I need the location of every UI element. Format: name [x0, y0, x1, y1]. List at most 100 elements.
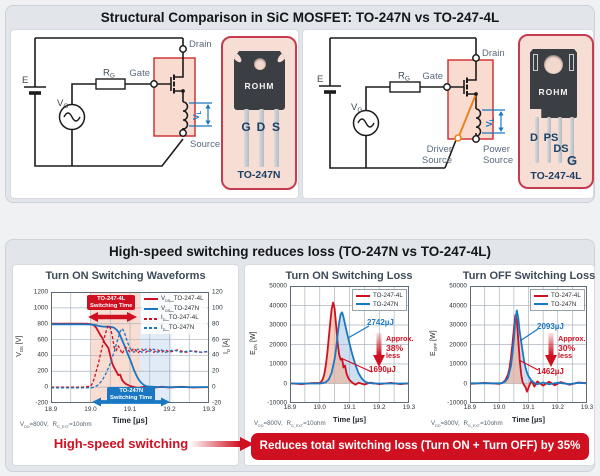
tick-label: 20000	[269, 341, 287, 348]
mount-notch-icon	[234, 51, 244, 64]
mosfet-symbol	[170, 74, 185, 94]
to247n-switching-time-badge: TO-247N Switching Time	[107, 387, 156, 403]
switching-loss-section: High-speed switching reduces loss (TO-24…	[5, 239, 595, 472]
tick-label: 19.0	[84, 406, 97, 413]
tick-label: 19.0	[313, 404, 326, 411]
tick-label: 18.9	[44, 406, 58, 413]
mosfet-symbol	[463, 77, 478, 97]
ac-source-symbol	[352, 109, 380, 137]
driver-source-label-1: Driver	[427, 144, 452, 155]
y-axis-label: EOFF [W]	[429, 330, 439, 356]
turn-off-loss-chart: Turn OFF Switching Loss EOFF [W] -10000 0…	[245, 265, 596, 465]
tick-label: 10000	[449, 360, 467, 368]
tick-label: 19.3	[580, 404, 594, 411]
pin-label-g: G	[241, 120, 251, 134]
leader-line	[518, 359, 539, 371]
top-section-title: Structural Comparison in SiC MOSFET: TO-…	[100, 10, 500, 25]
legend-item: VDS_TO-247-4L	[144, 295, 204, 304]
pin-driver-source	[558, 117, 562, 163]
tick-label: 0	[44, 383, 48, 391]
eon-to247-4l-value: 1690µJ	[369, 365, 396, 374]
rohm-logo: ROHM	[538, 87, 569, 97]
driver-source-label-2: Source	[422, 155, 452, 166]
right-arrow-icon	[192, 437, 254, 451]
tick-label: 40000	[449, 302, 467, 309]
turn-on-waveform-chart: Turn ON Switching Waveforms VDS [V] ID […	[13, 265, 238, 465]
package-body: ROHM	[530, 49, 577, 118]
chart-title: Turn OFF Switching Loss	[462, 270, 596, 282]
tick-label: 0	[212, 383, 216, 391]
chart-title: Turn ON Switching Loss	[285, 270, 413, 282]
inductor-symbol	[475, 108, 482, 137]
tick-label: 400	[37, 351, 48, 359]
package-body: ROHM	[234, 51, 285, 110]
tick-label: 19.3	[202, 406, 216, 413]
legend-item: TO-247-4L	[356, 292, 403, 299]
tick-label: 60	[212, 336, 220, 344]
mount-slot-icon	[569, 54, 574, 71]
pin-label-g: G	[566, 153, 578, 168]
x-ticks: 18.9 19.0 19.1 19.2 19.3	[464, 404, 593, 413]
turn-on-loss-chart: Turn ON Switching Loss EON [W] -10000 0 10…	[245, 265, 594, 465]
highlight-region	[447, 59, 494, 140]
tick-label: 120	[212, 288, 223, 296]
waveform-panel: Turn ON Switching Waveforms VDS [V] ID […	[12, 264, 239, 466]
legend: VDS_TO-247-4L VDS_TO-247N ID_TO-247-4L ID_T…	[141, 293, 207, 335]
pin-gate	[570, 117, 574, 163]
vl-label: VL	[191, 110, 203, 120]
mount-slot-icon	[533, 54, 538, 71]
pin-power-source	[547, 117, 551, 163]
tick-label: 50000	[449, 282, 467, 290]
eon-to247n-value: 2742µJ	[367, 318, 394, 327]
rg-label: RG	[398, 71, 410, 83]
legend-item: TO-247N	[356, 300, 399, 308]
legend-item: ID_TO-247N	[144, 324, 195, 333]
gate-label: Gate	[422, 71, 443, 82]
legend: TO-247-4L TO-247N	[530, 289, 585, 311]
tick-label: 600	[37, 336, 48, 344]
tick-label: 19.1	[343, 404, 356, 411]
x-ticks: 18.9 19.0 19.1 19.2 19.3	[45, 406, 215, 415]
power-source-label-1: Power	[483, 144, 510, 155]
approx-38-less: Approx. 38% less	[386, 334, 414, 361]
source-label: Source	[190, 139, 220, 150]
tick-label: -200	[35, 399, 48, 407]
down-arrow-icon	[545, 333, 557, 367]
tick-label: 19.1	[522, 404, 535, 411]
x-axis-label: Time [µs]	[333, 415, 366, 424]
legend-item: TO-247-4L	[534, 292, 581, 299]
pin-drain	[259, 109, 264, 167]
loss-reduction-banner: Reduces total switching loss (Turn ON + …	[251, 433, 589, 460]
x-axis-label: Time [µs]	[112, 416, 148, 425]
x-ticks: 18.9 19.0 19.1 19.2 19.3	[284, 404, 415, 413]
vl-measure	[482, 109, 505, 134]
ac-source-symbol	[58, 103, 86, 131]
to247-4l-circuit-panel: E VG RG Gate Drain Driver Source Power S…	[302, 29, 594, 199]
structural-comparison-section: Structural Comparison in SiC MOSFET: TO-…	[5, 5, 595, 203]
tick-label: 40	[212, 351, 220, 359]
driver-source-node	[454, 134, 462, 142]
pin-label-d: D	[256, 120, 266, 134]
tick-label: 19.1	[123, 406, 137, 413]
rohm-logo: ROHM	[244, 81, 275, 91]
y-ticks-right: -20 0 20 40 60 80 100 120	[212, 288, 236, 407]
pin-gate	[244, 109, 249, 167]
tick-label: -10000	[447, 399, 467, 407]
test-condition: VDD=800V, RG_EXT=10ohm	[20, 421, 92, 430]
tick-label: 20	[212, 367, 220, 375]
tick-label: 1000	[33, 304, 48, 312]
terminal-nodes	[150, 45, 187, 137]
tick-label: 40000	[269, 302, 287, 309]
leader-line	[519, 328, 539, 342]
rg-label: RG	[103, 68, 115, 80]
pin-label-d: D	[530, 132, 538, 144]
plot-area	[470, 286, 587, 403]
switching-loss-panel: Turn ON Switching Loss EON [W] -10000 0 10…	[244, 264, 595, 466]
pin-label-ds: DS	[553, 143, 569, 155]
approx-30-less: Approx. 30% less	[558, 334, 586, 361]
pin-drain	[535, 117, 539, 163]
circuit-wires	[329, 37, 477, 169]
e-label: E	[22, 75, 28, 86]
to247-4l-package: ROHM D PS DS G TO-247-4L	[518, 34, 594, 189]
tick-label: 18.9	[283, 404, 297, 411]
